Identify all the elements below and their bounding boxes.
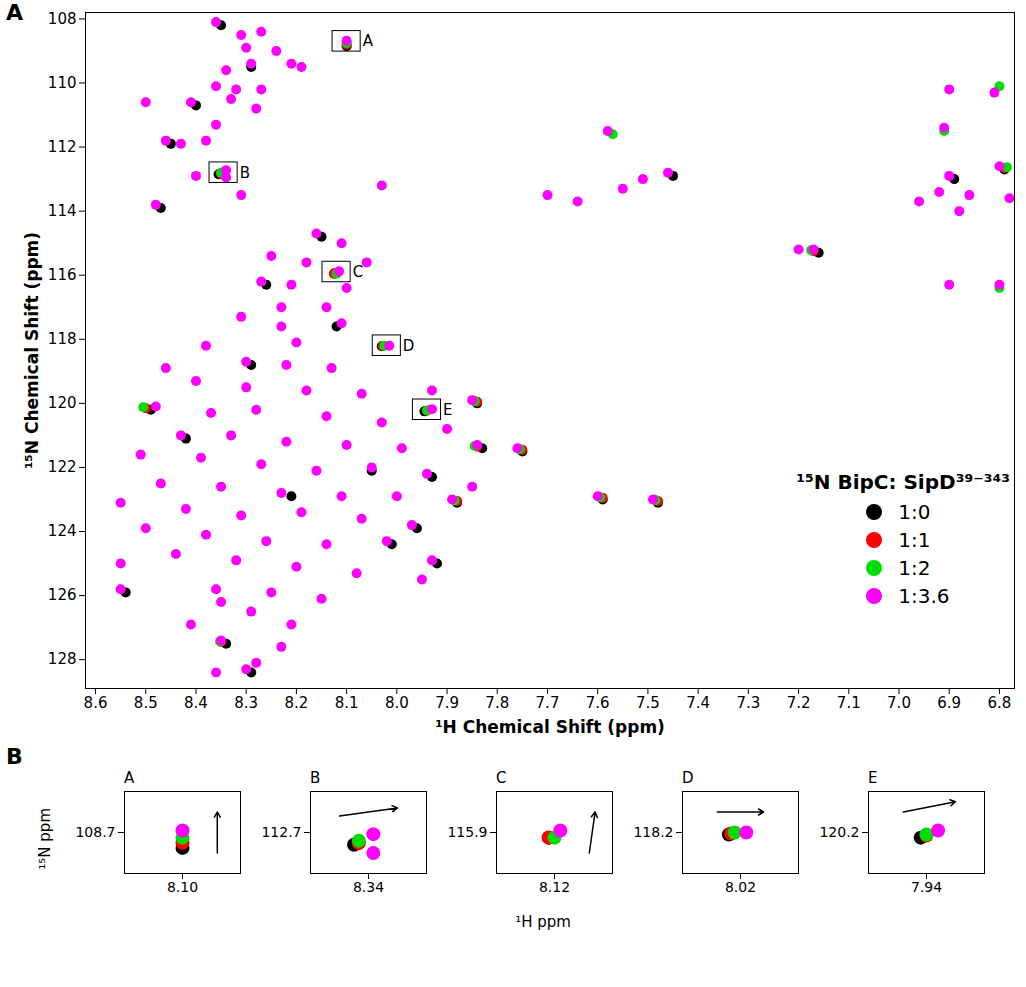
svg-text:A: A — [363, 32, 374, 50]
svg-text:8.12: 8.12 — [539, 879, 570, 895]
svg-text:114: 114 — [48, 202, 77, 220]
html-text:A: A — [124, 769, 135, 787]
html-text:C: C — [496, 769, 507, 787]
svg-text:8.0: 8.0 — [385, 694, 409, 712]
svg-text:7.2: 7.2 — [787, 694, 811, 712]
html-text:¹⁵N ppm: ¹⁵N ppm — [36, 808, 54, 870]
svg-text:7.1: 7.1 — [837, 694, 861, 712]
svg-text:8.02: 8.02 — [725, 879, 756, 895]
html-text:¹H ppm: ¹H ppm — [515, 913, 571, 931]
svg-text:7.0: 7.0 — [887, 694, 911, 712]
svg-text:7.4: 7.4 — [686, 694, 710, 712]
html-text:1:0: 1:0 — [898, 500, 931, 524]
svg-text:7.9: 7.9 — [435, 694, 459, 712]
svg-text:E: E — [443, 401, 452, 419]
svg-text:115.9: 115.9 — [448, 824, 488, 840]
html-text:¹⁵N BipC: SipD³⁹⁻³⁴³: ¹⁵N BipC: SipD³⁹⁻³⁴³ — [796, 470, 1010, 494]
svg-text:118.2: 118.2 — [634, 824, 674, 840]
html-text:D: D — [682, 769, 694, 787]
svg-text:116: 116 — [48, 266, 77, 284]
svg-text:8.5: 8.5 — [134, 694, 158, 712]
svg-text:6.8: 6.8 — [988, 694, 1012, 712]
html-text:B: B — [6, 744, 23, 769]
svg-text:6.9: 6.9 — [937, 694, 961, 712]
svg-text:122: 122 — [48, 458, 77, 476]
svg-text:8.4: 8.4 — [184, 694, 208, 712]
svg-text:¹⁵N Chemical Shift (ppm): ¹⁵N Chemical Shift (ppm) — [22, 232, 42, 469]
html-text:A: A — [6, 0, 23, 25]
svg-text:8.10: 8.10 — [167, 879, 198, 895]
svg-text:7.94: 7.94 — [911, 879, 942, 895]
svg-text:C: C — [353, 263, 363, 281]
svg-text:112: 112 — [48, 138, 77, 156]
html-text:1:3.6: 1:3.6 — [898, 584, 950, 608]
svg-text:¹H Chemical Shift (ppm): ¹H Chemical Shift (ppm) — [435, 717, 665, 737]
svg-text:128: 128 — [48, 650, 77, 668]
svg-text:B: B — [240, 163, 250, 181]
svg-text:120: 120 — [48, 394, 77, 412]
svg-text:D: D — [403, 336, 415, 354]
svg-text:7.5: 7.5 — [636, 694, 660, 712]
svg-text:8.3: 8.3 — [234, 694, 258, 712]
svg-text:108: 108 — [48, 10, 77, 28]
svg-text:126: 126 — [48, 586, 77, 604]
html-text:1:1: 1:1 — [898, 528, 931, 552]
svg-text:8.34: 8.34 — [353, 879, 384, 895]
html-text:B: B — [310, 769, 321, 787]
svg-text:118: 118 — [48, 330, 77, 348]
svg-text:7.3: 7.3 — [736, 694, 760, 712]
svg-text:7.6: 7.6 — [586, 694, 610, 712]
svg-text:8.1: 8.1 — [335, 694, 359, 712]
html-text:1:2: 1:2 — [898, 556, 931, 580]
svg-text:7.7: 7.7 — [536, 694, 560, 712]
svg-text:112.7: 112.7 — [262, 824, 302, 840]
svg-text:8.6: 8.6 — [84, 694, 108, 712]
svg-text:120.2: 120.2 — [820, 824, 860, 840]
svg-text:124: 124 — [48, 522, 77, 540]
svg-text:110: 110 — [48, 74, 77, 92]
svg-text:108.7: 108.7 — [76, 824, 116, 840]
html-text:E: E — [868, 769, 878, 787]
svg-text:8.2: 8.2 — [284, 694, 308, 712]
svg-text:7.8: 7.8 — [485, 694, 509, 712]
